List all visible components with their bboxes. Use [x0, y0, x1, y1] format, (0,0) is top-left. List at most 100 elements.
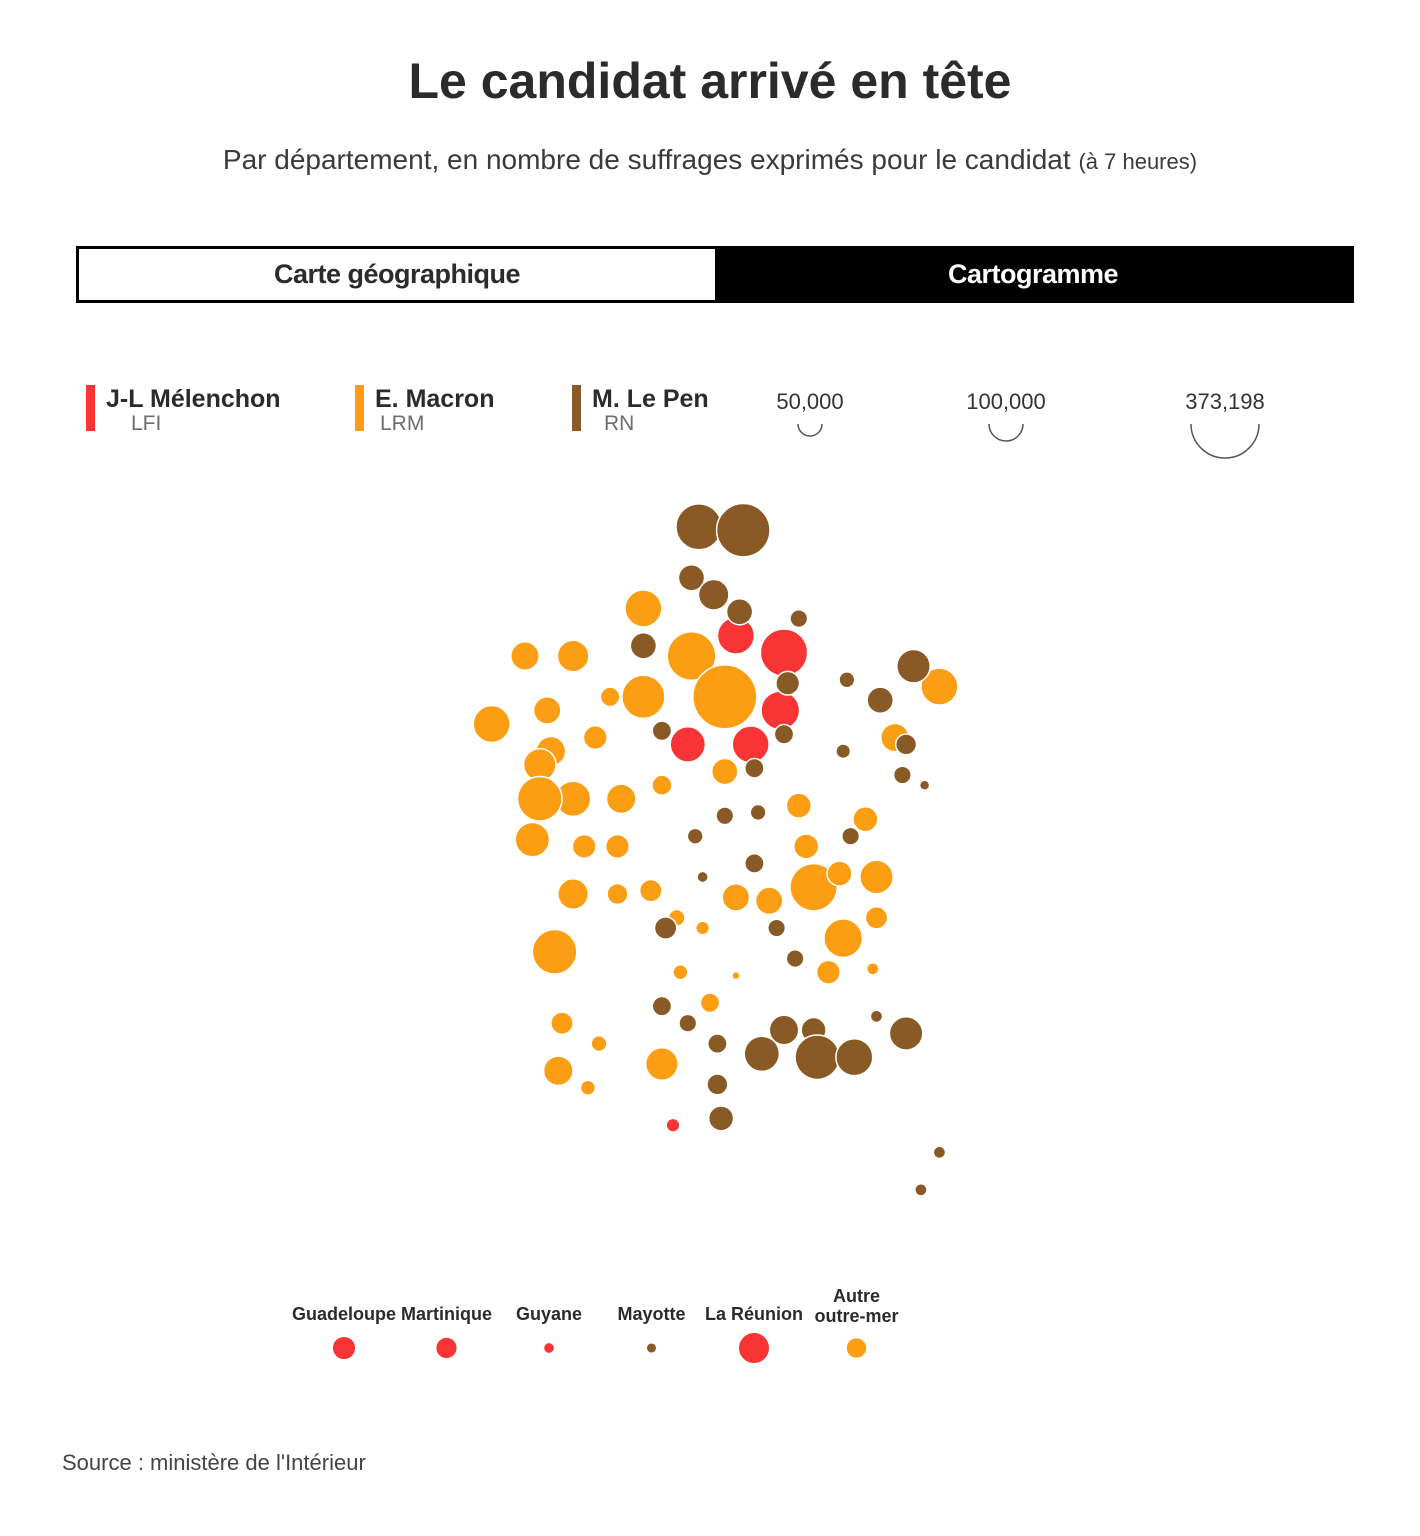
tab-cartogramme[interactable]: Cartogramme: [715, 249, 1351, 300]
department-bubble-lrm-37[interactable]: [920, 667, 959, 706]
department-bubble-rn-19[interactable]: [715, 806, 735, 826]
department-bubble-lrm-21[interactable]: [557, 878, 590, 910]
department-bubble-rn-24[interactable]: [696, 870, 709, 884]
department-bubble-rn-30[interactable]: [707, 1033, 728, 1054]
department-bubble-lrm-34[interactable]: [793, 833, 820, 860]
department-bubble-lrm-41[interactable]: [699, 992, 721, 1014]
department-bubble-lrm-42[interactable]: [731, 970, 741, 981]
department-bubble-rn-6[interactable]: [629, 631, 658, 660]
department-bubble-lrm-16[interactable]: [605, 783, 637, 815]
department-bubble-lrm-5[interactable]: [710, 757, 739, 786]
department-bubble-rn-31[interactable]: [743, 1035, 781, 1073]
department-bubble-lrm-20[interactable]: [604, 833, 631, 859]
department-bubble-lrm-33[interactable]: [785, 792, 812, 819]
department-bubble-rn-8[interactable]: [775, 670, 801, 696]
department-bubble-lfi-6[interactable]: [665, 1117, 681, 1133]
department-bubble-lrm-3[interactable]: [621, 674, 666, 720]
department-bubble-lrm-27[interactable]: [754, 886, 784, 916]
legend-name-lfi: J-L Mélenchon: [106, 385, 281, 413]
department-bubble-lrm-32[interactable]: [823, 918, 864, 959]
department-bubble-rn-41[interactable]: [914, 1182, 928, 1197]
department-bubble-rn-28[interactable]: [651, 995, 673, 1017]
department-bubble-rn-37[interactable]: [888, 1015, 924, 1051]
department-bubble-lrm-29[interactable]: [826, 860, 853, 887]
department-bubble-lrm-1[interactable]: [624, 589, 663, 628]
department-bubble-lrm-25[interactable]: [695, 920, 711, 936]
department-bubble-rn-5[interactable]: [725, 597, 754, 626]
overseas-bubble-la-r-union[interactable]: [737, 1331, 771, 1365]
department-bubble-rn-20[interactable]: [749, 803, 767, 822]
overseas-bubble-martinique[interactable]: [434, 1336, 459, 1360]
department-bubble-lrm-2[interactable]: [666, 630, 717, 682]
department-bubble-rn-4[interactable]: [697, 578, 730, 611]
department-bubble-rn-36[interactable]: [869, 1009, 884, 1024]
department-bubble-rn-15[interactable]: [835, 743, 852, 760]
department-bubble-lrm-8[interactable]: [599, 686, 621, 708]
size-legend-arc-373198: [1190, 423, 1260, 459]
department-bubble-rn-12[interactable]: [896, 648, 931, 684]
overseas-bubble-guyane[interactable]: [542, 1341, 556, 1355]
department-bubble-rn-25[interactable]: [653, 916, 678, 940]
tab-carte-geographique[interactable]: Carte géographique: [79, 249, 715, 300]
department-bubble-lrm-38[interactable]: [815, 959, 841, 985]
department-bubble-rn-35[interactable]: [835, 1037, 874, 1077]
overseas-bubble-guadeloupe[interactable]: [331, 1335, 357, 1361]
department-bubble-rn-34[interactable]: [794, 1034, 841, 1081]
department-bubble-rn-40[interactable]: [932, 1145, 947, 1160]
department-bubble-lrm-17[interactable]: [651, 774, 673, 796]
department-bubble-lrm-47[interactable]: [579, 1079, 597, 1097]
department-bubble-rn-29[interactable]: [678, 1013, 698, 1033]
department-bubble-rn-17[interactable]: [892, 765, 912, 785]
department-bubble-lrm-40[interactable]: [672, 963, 689, 981]
department-bubble-rn-16[interactable]: [894, 733, 918, 756]
department-bubble-lrm-15[interactable]: [516, 775, 563, 822]
department-bubble-lrm-9[interactable]: [532, 696, 562, 725]
department-bubble-lrm-4[interactable]: [692, 664, 758, 730]
department-bubble-lfi-5[interactable]: [731, 725, 770, 764]
department-bubble-rn-10[interactable]: [838, 671, 856, 689]
department-bubble-rn-11[interactable]: [866, 686, 895, 715]
department-bubble-lrm-28[interactable]: [789, 862, 838, 912]
department-bubble-lrm-26[interactable]: [721, 883, 751, 912]
overseas-bubble-autre-outre-mer[interactable]: [845, 1336, 868, 1360]
department-bubble-lrm-46[interactable]: [542, 1055, 574, 1087]
department-bubble-lrm-18[interactable]: [514, 821, 551, 858]
department-bubble-rn-14[interactable]: [744, 757, 765, 779]
department-bubble-rn-27[interactable]: [785, 949, 805, 969]
department-bubble-lrm-48[interactable]: [644, 1047, 679, 1081]
department-bubble-rn-7[interactable]: [651, 720, 673, 742]
department-bubble-lrm-7[interactable]: [556, 639, 590, 673]
department-bubble-lrm-45[interactable]: [590, 1034, 608, 1053]
department-bubble-rn-39[interactable]: [707, 1105, 735, 1132]
department-bubble-lrm-12[interactable]: [582, 725, 608, 751]
department-bubble-lrm-30[interactable]: [859, 859, 894, 895]
department-bubble-lfi-4[interactable]: [669, 726, 707, 763]
department-bubble-rn-21[interactable]: [686, 827, 704, 845]
department-bubble-lrm-43[interactable]: [531, 928, 578, 975]
department-bubble-lrm-31[interactable]: [864, 905, 889, 930]
department-bubble-lrm-10[interactable]: [472, 704, 511, 744]
department-bubble-lrm-39[interactable]: [865, 961, 880, 976]
department-bubble-rn-32[interactable]: [768, 1014, 800, 1046]
department-bubble-rn-3[interactable]: [677, 563, 706, 592]
department-bubble-rn-9[interactable]: [789, 609, 809, 629]
department-bubble-lrm-35[interactable]: [852, 806, 879, 833]
department-bubble-lfi-2[interactable]: [759, 628, 809, 677]
department-bubble-rn-26[interactable]: [767, 918, 787, 938]
legend-party-lfi: LFI: [131, 412, 161, 435]
department-bubble-rn-38[interactable]: [706, 1073, 729, 1096]
department-bubble-rn-13[interactable]: [773, 723, 795, 745]
department-bubble-rn-18[interactable]: [918, 779, 931, 791]
department-bubble-rn-1[interactable]: [675, 503, 723, 551]
department-bubble-lrm-6[interactable]: [510, 641, 540, 671]
department-bubble-lrm-19[interactable]: [571, 833, 597, 859]
department-bubble-lfi-3[interactable]: [760, 690, 801, 731]
department-bubble-rn-23[interactable]: [744, 853, 765, 874]
department-bubble-lrm-22[interactable]: [606, 882, 629, 906]
department-bubble-rn-22[interactable]: [841, 826, 861, 846]
department-bubble-rn-2[interactable]: [715, 502, 771, 558]
department-bubble-lrm-23[interactable]: [638, 878, 663, 903]
department-bubble-lrm-44[interactable]: [550, 1011, 574, 1036]
overseas-bubble-mayotte[interactable]: [645, 1341, 658, 1355]
legend-swatch-rn: [572, 385, 581, 431]
